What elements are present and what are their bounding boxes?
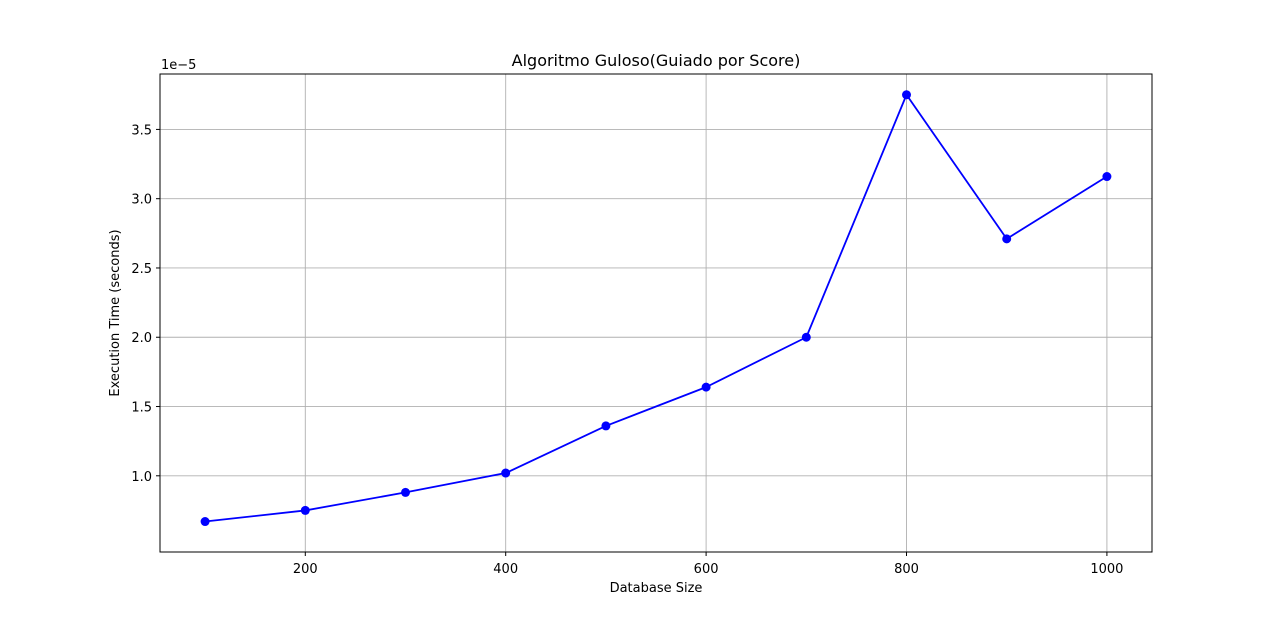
x-tick-label: 800 [894, 562, 919, 577]
data-point [400, 487, 410, 497]
y-tick-label: 1.5 [131, 401, 152, 416]
series-layer [200, 90, 1112, 527]
y-tick-label: 2.0 [131, 331, 152, 346]
chart-title: Algoritmo Guloso(Guiado por Score) [512, 51, 801, 70]
data-point [801, 332, 811, 342]
data-point [200, 517, 210, 527]
x-tick-label: 200 [293, 562, 318, 577]
x-tick-label: 1000 [1090, 562, 1123, 577]
y-tick-label: 3.5 [131, 123, 152, 138]
grid [160, 74, 1152, 552]
x-tick-label: 600 [694, 562, 719, 577]
data-point [300, 505, 310, 515]
data-point [601, 421, 611, 431]
series-line [204, 93, 1108, 523]
y-tick-label: 1.0 [131, 470, 152, 485]
ticks: 200 400 600 800 1000 1.0 1.5 2.0 2.5 3.0 3.5 [131, 123, 1123, 577]
y-axis-offset-label: 1e−5 [161, 58, 196, 73]
y-axis-label: Execution Time (seconds) [108, 229, 123, 396]
y-tick-label: 2.5 [131, 262, 152, 277]
data-point [1102, 172, 1112, 182]
data-point [701, 382, 711, 392]
data-point [902, 90, 912, 100]
data-point [1002, 234, 1012, 244]
x-tick-label: 400 [493, 562, 518, 577]
y-tick-label: 3.0 [131, 193, 152, 208]
plot-area-frame [159, 73, 1153, 553]
data-point [501, 468, 511, 478]
x-axis-label: Database Size [610, 581, 703, 596]
